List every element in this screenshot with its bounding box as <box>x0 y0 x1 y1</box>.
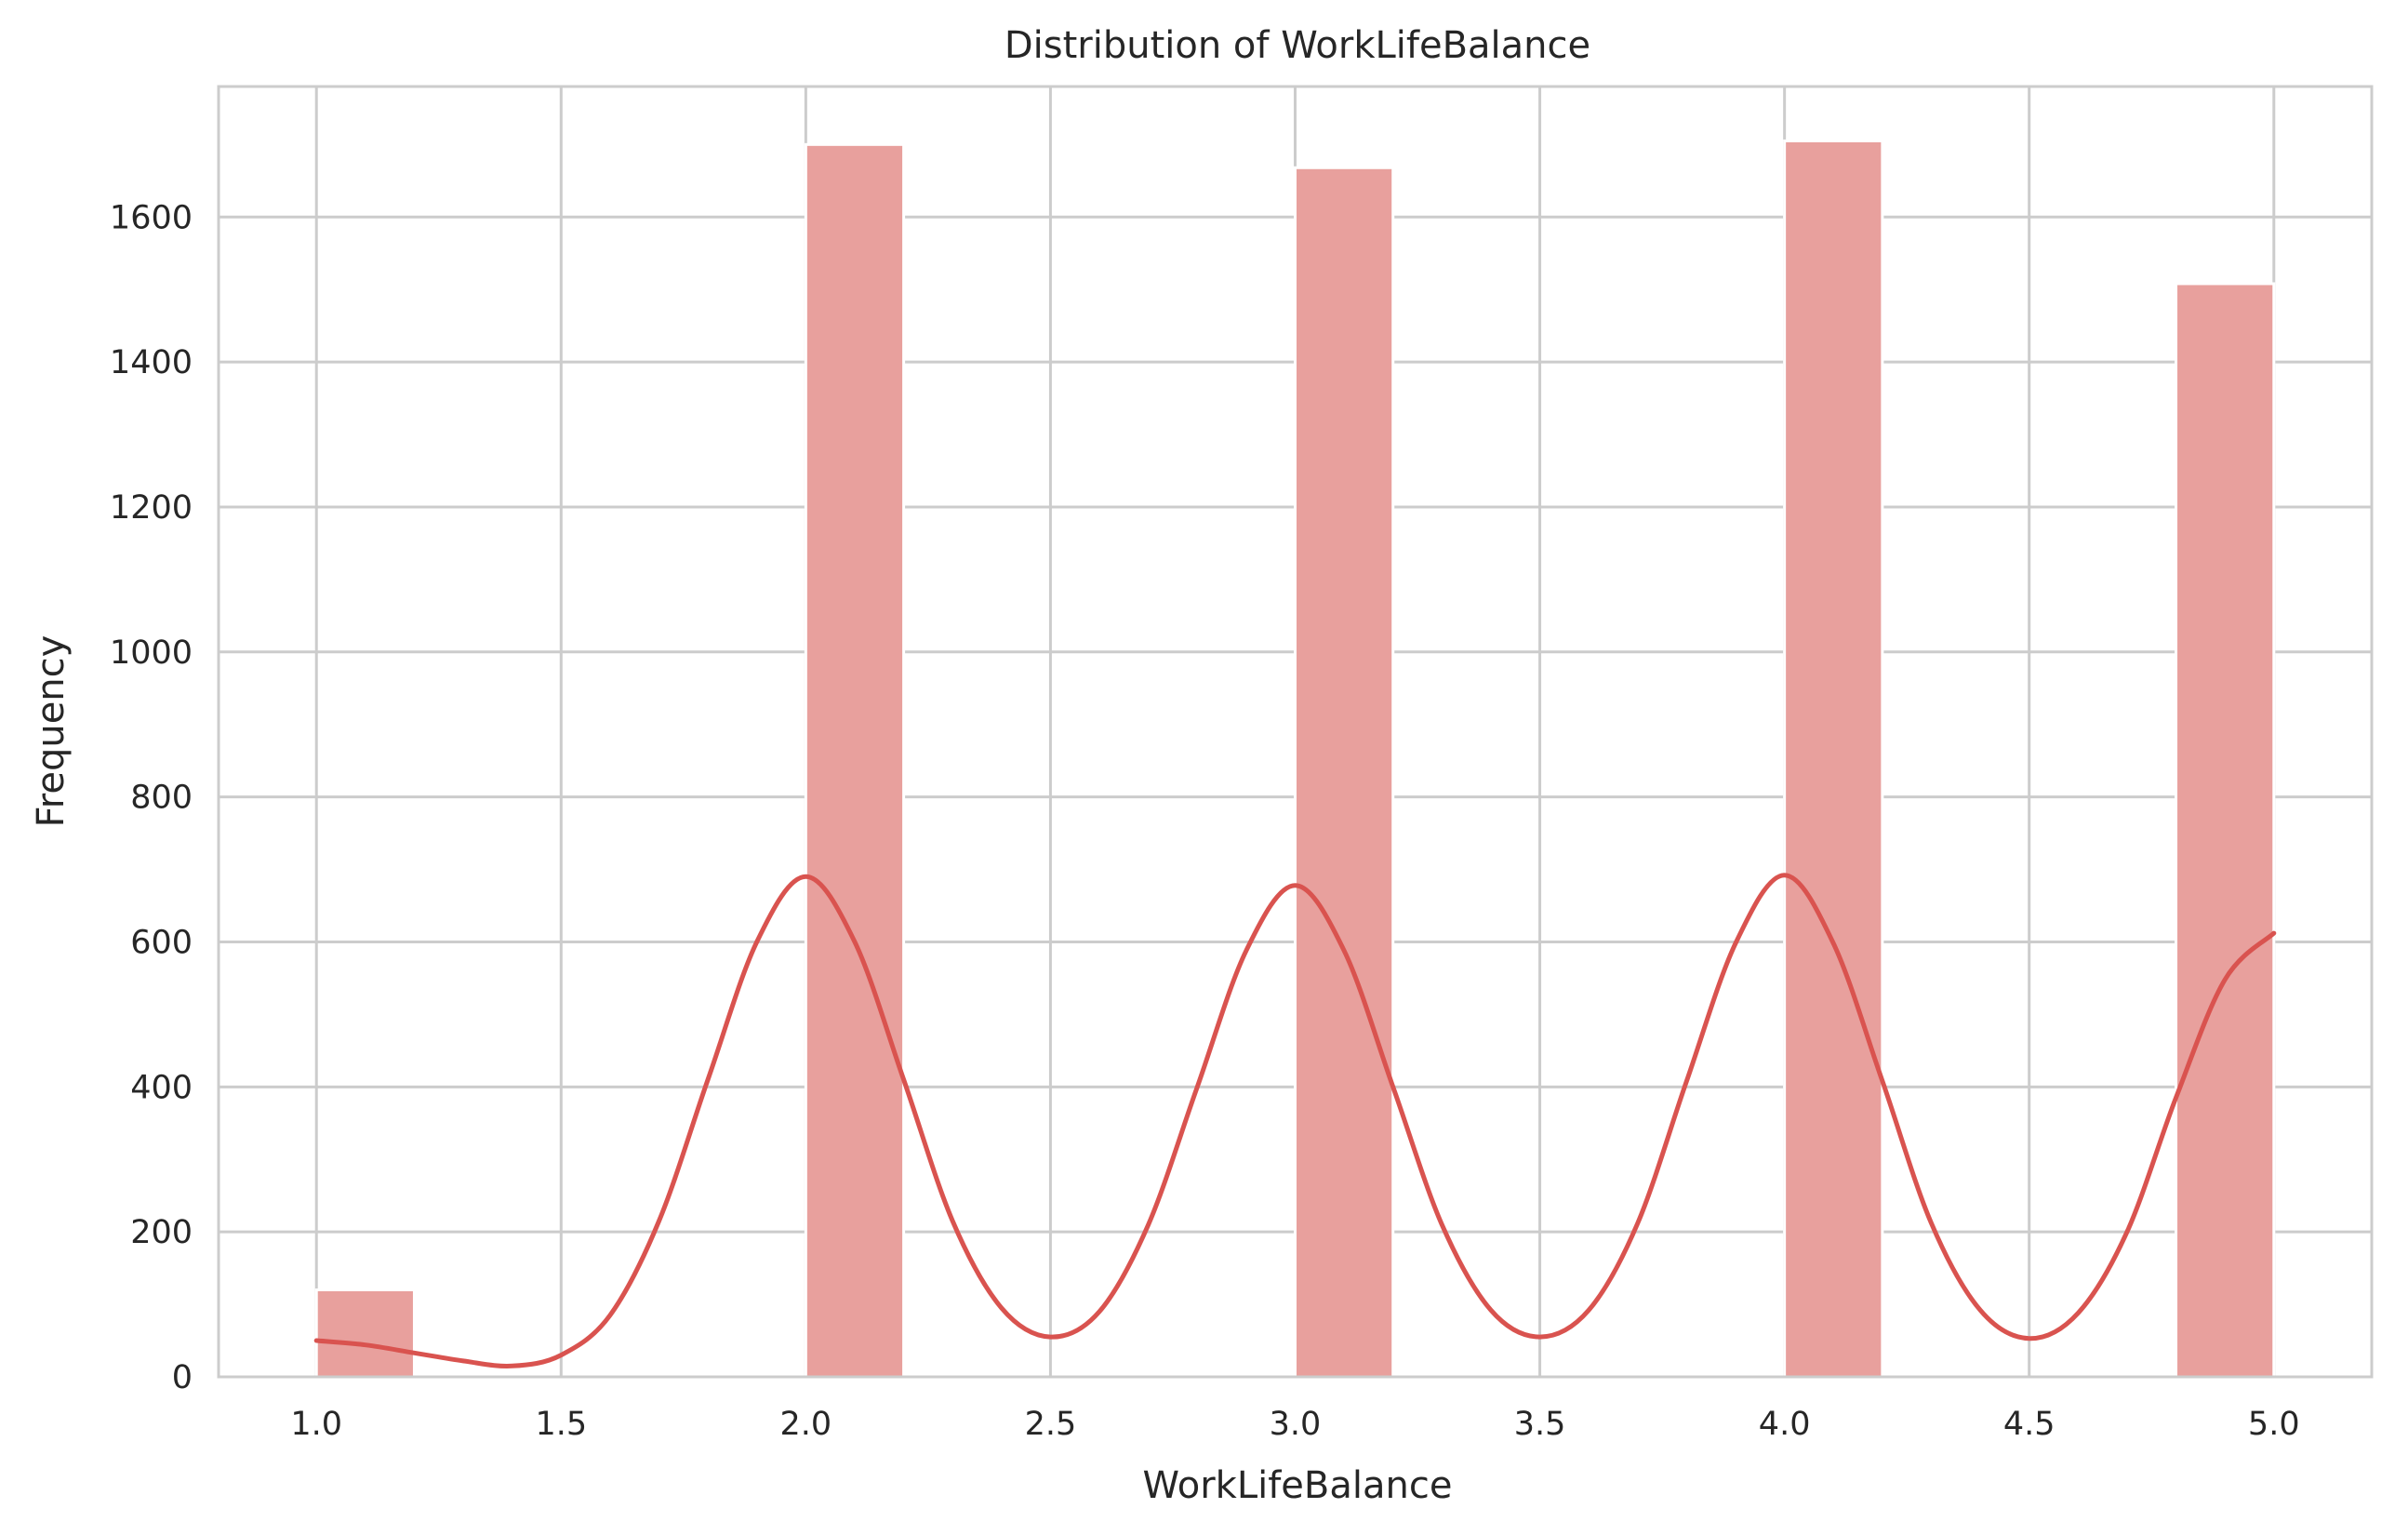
y-tick-label: 1600 <box>110 199 193 236</box>
histogram-bar <box>804 142 906 1379</box>
x-tick-label: 2.5 <box>1025 1406 1077 1443</box>
x-tick-label: 4.0 <box>1759 1406 1811 1443</box>
y-tick-label: 1000 <box>110 634 193 672</box>
chart-title: Distribution of WorkLifeBalance <box>1004 24 1590 67</box>
histogram-bar <box>1783 139 1884 1379</box>
x-tick-label: 3.5 <box>1514 1406 1566 1443</box>
y-tick-label: 1400 <box>110 344 193 381</box>
x-tick-label: 2.0 <box>780 1406 832 1443</box>
x-tick-label: 3.0 <box>1270 1406 1322 1443</box>
histogram-bar <box>1294 166 1395 1379</box>
kde-curve <box>313 873 2277 1368</box>
x-axis-label: WorkLifeBalance <box>1143 1464 1453 1507</box>
y-tick-label: 200 <box>130 1214 193 1251</box>
plot-frame <box>217 85 2374 1379</box>
y-tick-label: 400 <box>130 1069 193 1106</box>
kde-curve-layer <box>313 873 2277 1368</box>
histogram-bars <box>314 139 2276 1379</box>
x-tick-label: 4.5 <box>2003 1406 2055 1443</box>
x-tick-label: 5.0 <box>2248 1406 2300 1443</box>
y-tick-label: 600 <box>130 924 193 961</box>
y-tick-label: 0 <box>172 1359 193 1396</box>
y-axis-label: Frequency <box>30 635 73 828</box>
y-tick-label: 800 <box>130 780 193 817</box>
x-tick-labels: 1.0 1.5 2.0 2.5 3.0 3.5 4.0 4.5 5.0 <box>290 1406 2299 1443</box>
x-tick-label: 1.5 <box>535 1406 587 1443</box>
histogram-bar <box>2175 282 2276 1379</box>
y-tick-labels: 0 200 400 600 800 1000 1200 1400 1600 <box>110 199 193 1396</box>
x-tick-label: 1.0 <box>290 1406 342 1443</box>
y-tick-label: 1200 <box>110 489 193 527</box>
histogram-bar <box>314 1288 416 1379</box>
